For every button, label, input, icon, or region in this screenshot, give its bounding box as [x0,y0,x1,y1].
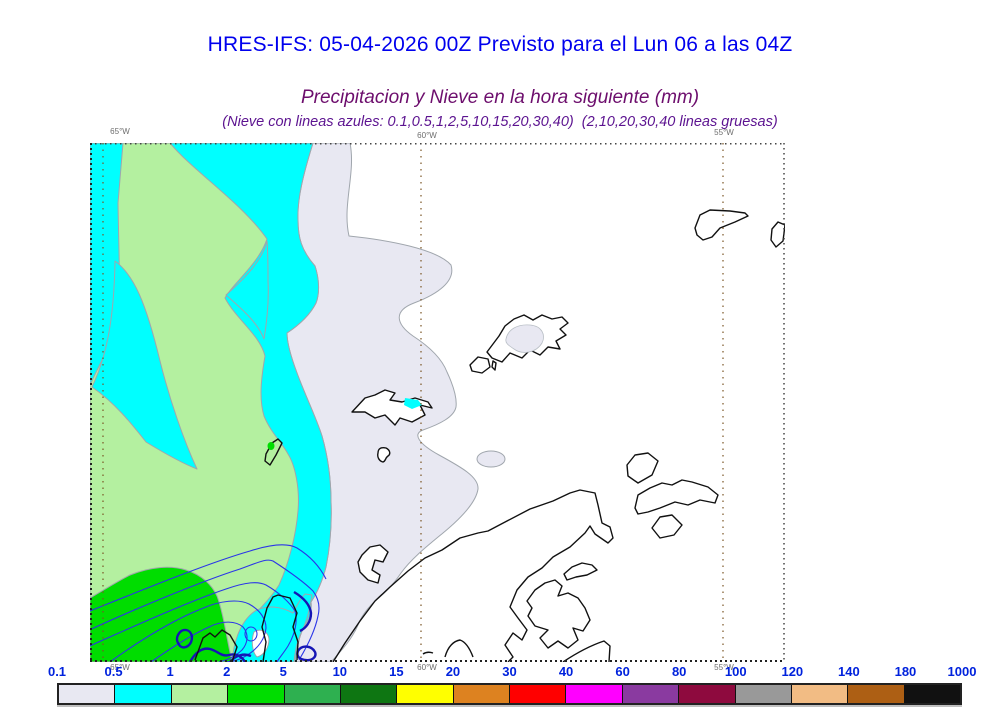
island-notched-west [357,544,389,584]
colorbar-cell [228,685,285,703]
colorbar-stop-label: 10 [332,664,348,679]
map-frame [90,143,785,662]
colorbar-stop-label: 120 [781,664,804,679]
snow-legend-note: (Nieve con lineas azules: 0.1,0.5,1,2,5,… [222,114,778,130]
colorbar-stop-label: 1000 [947,664,977,679]
colorbar-stop-label: 140 [838,664,860,679]
island-jagged-se [526,579,591,649]
coast-segment-bottom [422,651,434,655]
colorbar-stop-label: 40 [558,664,574,679]
island-elongated-se [563,562,598,581]
coast-diagonal-bottom-right [562,640,611,663]
page-subtitle: Precipitacion y Nieve en la hora siguien… [300,87,700,108]
colorbar-stop-label: 20 [445,664,461,679]
colorbar-cell [397,685,454,703]
precip-gray-oval-patch [476,450,506,468]
colorbar-cell [115,685,172,703]
colorbar-cell [791,685,849,703]
meridian-label-top-55w: 55°W [714,128,734,137]
precip-fill-cyan-wedge [91,260,198,470]
colorbar-stop-label: 15 [389,664,404,679]
precip-fill-regions [89,142,506,663]
meridian-label-top-65w: 65°W [110,127,130,136]
colorbar [57,683,962,705]
colorbar-cell [453,685,510,703]
colorbar-cell [904,685,960,703]
colorbar-stop-label: 100 [724,664,747,679]
colorbar-cell [510,685,567,703]
island-small-a [469,356,491,374]
precip-fill-cyan-pinch [225,240,269,340]
colorbar-stop-label: 60 [615,664,630,679]
island-right-edge [770,221,786,248]
forecast-map [84,142,786,663]
colorbar-stop-label: 2 [223,664,231,679]
colorbar-stop-label: 1 [166,664,174,679]
island-green-dot [267,442,275,450]
colorbar-labels: 0.1 0.5 1 2 5 10 15 20 30 40 60 80 100 120 140 180 1000 [48,664,977,679]
colorbar-cell [848,685,905,703]
colorbar-stop-label: 0.5 [104,664,123,679]
island-green-filled [264,438,283,466]
precipitation-map-canvas [84,142,786,663]
colorbar-cell [735,685,792,703]
colorbar-cell [679,685,736,703]
meridian-label-bottom-65w: 65°W [110,663,130,672]
colorbar-cell [340,685,398,703]
colorbar-cell [566,685,623,703]
island-notched-g [377,446,391,463]
island-cyan-patch [404,398,422,409]
coast-arc-bottom [444,639,474,658]
colorbar-stop-label: 180 [894,664,917,679]
colorbar-cell [622,685,680,703]
peninsula-tip-coastline [261,594,299,663]
island-sliver [491,360,497,371]
island-arrow [351,389,433,426]
colorbar-cell [284,685,341,703]
colorbar-stop-label: 0.1 [47,664,67,679]
meridian-label-bottom-60w: 60°W [417,663,437,672]
colorbar-stop-label: 5 [279,664,287,679]
island-ne-flag [694,209,749,241]
meridian-label-bottom-55w: 55°W [714,663,734,672]
small-coast-feature [194,629,238,663]
colorbar-cell [59,685,116,703]
precip-fill-lightgreen-region [89,142,299,663]
island-diamond [651,514,683,539]
island-long-east [634,479,719,515]
island-gray-interior [505,324,544,353]
colorbar-stop-label: 80 [671,664,687,679]
island-interior-patches [267,324,544,450]
peninsula-coastline [332,489,614,663]
colorbar-stop-label: 30 [502,664,517,679]
coastlines [194,209,786,663]
meridian-label-top-60w: 60°W [417,131,437,140]
island-pentagon [626,452,659,484]
colorbar-cell [171,685,229,703]
page-title: HRES-IFS: 05-04-2026 00Z Previsto para e… [207,33,793,56]
